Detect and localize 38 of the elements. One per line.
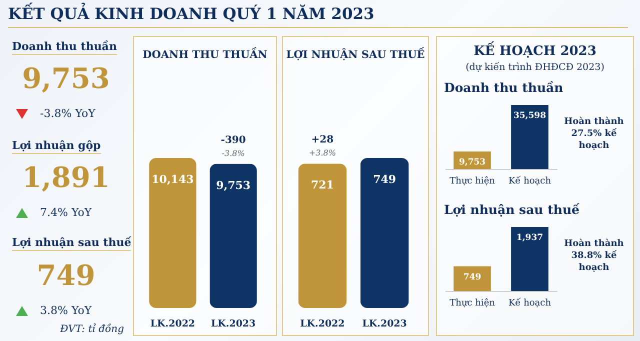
x-tick-label: LK.2022	[150, 318, 196, 330]
x-tick-label: LK.2023	[210, 318, 256, 330]
data-label: 749	[463, 272, 482, 282]
chart-title: Lợi nhuận sau thuế	[444, 202, 580, 217]
data-label: 749	[373, 173, 396, 186]
text: Doanh thu thuần	[12, 40, 117, 55]
data-label: 9,753	[216, 178, 251, 192]
text: Hoàn thành 38.8% kế hoạch	[563, 238, 625, 274]
text: 9,753	[21, 62, 111, 95]
chart-title: DOANH THU THUẦN	[142, 49, 268, 61]
chart-title: Doanh thu thuần	[444, 80, 564, 95]
data-label: 1,937	[516, 233, 544, 243]
data-label: 10,143	[152, 173, 194, 186]
text: 1,891	[21, 161, 111, 194]
text: 7.4% YoY	[40, 206, 92, 219]
text: 749	[36, 259, 96, 292]
text: ĐVT: tỉ đồng	[60, 324, 124, 335]
data-label: 9,753	[458, 157, 486, 168]
text: KẾT QUẢ KINH DOANH QUÝ 1 NĂM 2023	[8, 4, 374, 23]
x-tick-label: Kế hoạch	[508, 298, 552, 308]
text: 3.8% YoY	[40, 304, 92, 317]
x-tick-label: Thực hiện	[450, 176, 496, 186]
x-tick-label: Kế hoạch	[508, 176, 552, 186]
text: Lợi nhuận gộp	[12, 139, 101, 154]
x-tick-label: LK.2023	[362, 318, 407, 330]
chart-title: LỢI NHUẬN SAU THUẾ	[285, 49, 426, 61]
data-label: 35,598	[513, 111, 546, 121]
annotation: +28	[311, 134, 334, 146]
x-tick-label: Thực hiện	[450, 298, 496, 308]
annotation: +3.8%	[308, 148, 336, 158]
text: Hoàn thành 27.5% kế hoạch	[563, 116, 625, 152]
annotation: -390	[220, 134, 246, 146]
text: -3.8% YoY	[40, 107, 96, 120]
annotation: -3.8%	[222, 148, 246, 158]
data-label: 721	[310, 178, 334, 192]
text: (dự kiến trình ĐHĐCĐ 2023)	[464, 62, 606, 73]
text: Lợi nhuận sau thuế	[12, 236, 132, 251]
x-tick-label: LK.2022	[300, 318, 345, 330]
